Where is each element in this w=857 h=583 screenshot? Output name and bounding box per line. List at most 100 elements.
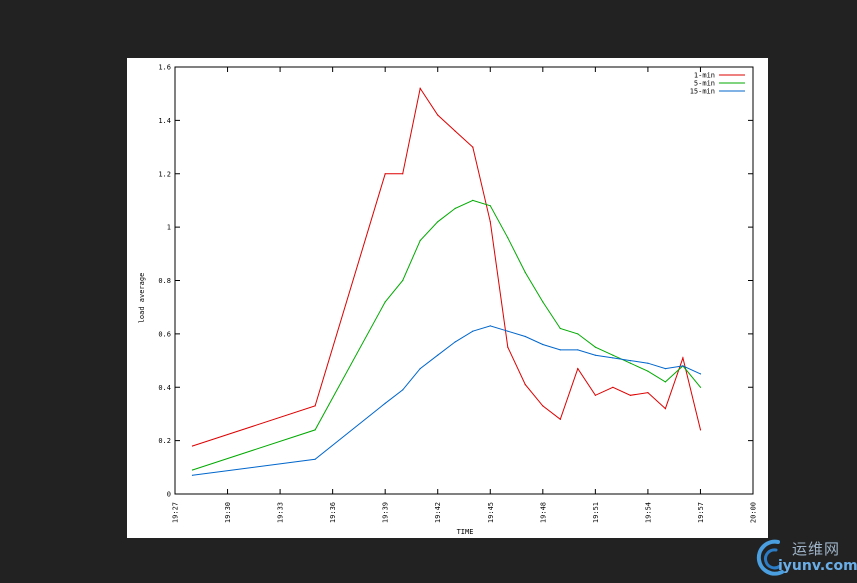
x-tick-label: 19:54 [644, 502, 652, 523]
data-point-5-min [191, 469, 194, 471]
data-point-1-min [507, 346, 509, 348]
data-point-5-min [437, 221, 439, 223]
line-chart: 00.20.40.60.811.21.41.6 19:27 19:30 19:33 1… [138, 64, 758, 537]
data-point-5-min [647, 370, 649, 372]
y-tick-label: 0.8 [158, 277, 171, 285]
data-point-1-min [699, 429, 702, 431]
x-tick-label: 19:33 [277, 502, 285, 523]
data-point-1-min [419, 87, 421, 89]
series-line-5-min [192, 199, 701, 471]
data-point-15-min [384, 402, 386, 404]
data-point-15-min [577, 349, 579, 351]
data-point-5-min [314, 429, 316, 431]
data-point-15-min [524, 335, 526, 338]
data-point-1-min [612, 386, 614, 388]
data-point-15-min [437, 354, 439, 356]
x-tick-label: 19:27 [172, 502, 180, 523]
data-point-1-min [472, 146, 474, 148]
data-point-1-min [559, 418, 561, 420]
watermark-text: 运维网 [792, 540, 841, 558]
x-axis: 19:27 19:30 19:33 19:36 19:39 19:42 19:45 19:48… [172, 67, 758, 523]
data-point-15-min [542, 343, 544, 346]
data-point-1-min [402, 173, 404, 175]
series-line-1-min [192, 87, 701, 447]
legend-label-5-min: 5-min [694, 80, 715, 88]
y-tick-label: 0.2 [158, 437, 171, 445]
y-axis-label: load average [138, 273, 146, 324]
data-point-15-min [419, 368, 421, 370]
data-point-1-min [682, 357, 684, 359]
data-point-5-min [454, 207, 456, 209]
data-point-15-min [191, 474, 194, 476]
y-axis: 0 0.2 0.4 0.6 0.8 1 1.2 1.4 1.6 [158, 64, 753, 499]
plot-frame [174, 66, 754, 495]
data-point-1-min [384, 173, 386, 175]
data-point-5-min [612, 354, 614, 356]
x-tick-label: 19:36 [329, 502, 337, 523]
data-point-1-min [524, 384, 526, 386]
data-point-15-min [454, 341, 456, 343]
data-point-15-min [594, 354, 596, 356]
data-point-1-min [489, 221, 491, 223]
x-tick-label: 19:51 [592, 502, 600, 523]
y-tick-label: 1.2 [158, 170, 171, 178]
x-tick-label: 19:45 [487, 502, 495, 523]
data-point-15-min [682, 365, 684, 367]
data-point-1-min [437, 114, 439, 116]
data-point-1-min [454, 130, 456, 132]
data-point-15-min [489, 325, 491, 327]
data-point-5-min [472, 199, 474, 201]
data-point-5-min [577, 333, 579, 335]
x-tick-label: 19:57 [697, 502, 705, 523]
data-point-1-min [647, 392, 649, 394]
data-point-5-min [524, 271, 526, 274]
x-tick-label: 19:42 [434, 502, 442, 523]
data-point-5-min [402, 279, 404, 282]
data-point-15-min [629, 360, 631, 362]
watermark-url: iyunv.com [778, 558, 857, 574]
legend-label-1-min: 1-min [694, 72, 715, 80]
x-tick-label: 19:30 [224, 502, 232, 523]
y-tick-label: 0.4 [158, 384, 171, 392]
data-point-1-min [542, 405, 544, 407]
data-point-5-min [664, 381, 667, 383]
data-point-1-min [629, 394, 631, 396]
x-tick-label: 20:00 [750, 502, 758, 523]
data-point-5-min [384, 301, 386, 303]
data-point-15-min [647, 362, 649, 364]
legend-label-15-min: 15-min [690, 88, 715, 96]
logo-swirl-icon [756, 539, 784, 576]
data-point-1-min [191, 445, 194, 447]
data-point-15-min [559, 349, 561, 351]
data-point-15-min [402, 389, 404, 391]
y-tick-label: 1.4 [158, 117, 171, 125]
x-tick-label: 19:48 [539, 502, 547, 523]
x-axis-label: TIME [457, 528, 474, 536]
data-point-15-min [314, 458, 316, 460]
data-point-5-min [559, 327, 561, 330]
data-point-1-min [664, 408, 667, 410]
data-point-5-min [419, 239, 421, 242]
chart-panel: 0 0.2 0.4 0.6 0.8 1 1.2 1.4 1.6 19:27 19:30 19:33 1… [127, 58, 768, 538]
data-point-15-min [507, 330, 509, 332]
data-point-1-min [594, 394, 596, 396]
data-point-15-min [699, 373, 702, 375]
data-point-15-min [664, 368, 667, 370]
data-point-1-min [577, 368, 579, 370]
data-point-15-min [472, 330, 474, 332]
data-point-5-min [629, 362, 631, 364]
y-tick-label: 0.6 [158, 330, 171, 338]
data-point-5-min [507, 237, 509, 239]
y-tick-label: 0 [167, 491, 171, 499]
data-point-5-min [699, 386, 702, 388]
x-tick-label: 19:39 [382, 502, 390, 523]
data-point-5-min [489, 205, 491, 207]
data-point-15-min [612, 357, 614, 359]
y-tick-label: 1 [167, 224, 171, 232]
data-point-5-min [594, 346, 596, 348]
data-point-5-min [542, 301, 544, 303]
watermark-logo: 运维网 iyunv.com [752, 534, 857, 583]
series-layer [191, 87, 702, 476]
data-point-1-min [314, 405, 316, 407]
